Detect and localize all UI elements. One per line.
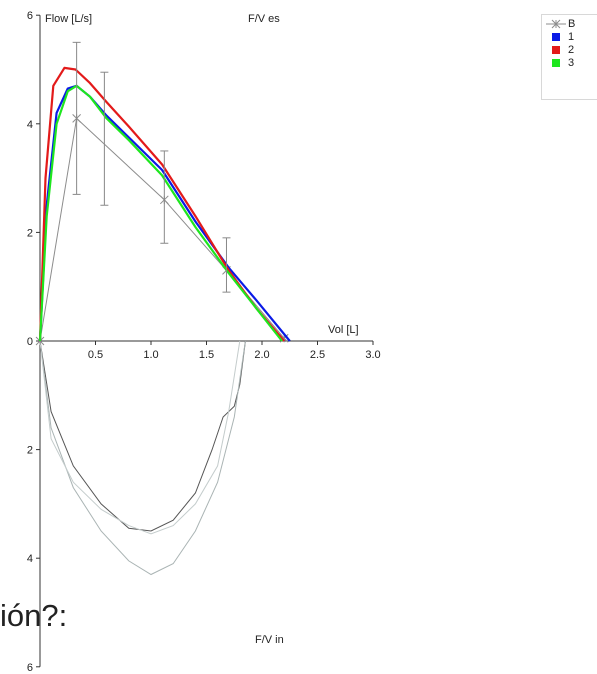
legend-swatch — [552, 59, 560, 68]
series-layer — [35, 66, 291, 576]
legend-item: 2 — [546, 44, 574, 56]
y-axis-label: Flow [L/s] — [45, 13, 92, 25]
error-bars — [72, 41, 231, 293]
series-line-3 — [38, 84, 283, 342]
x-tick-label: 1.5 — [199, 349, 214, 361]
axes: 0.5 1.0 1.5 2.0 2.5 3.0 6 4 2 0 2 4 6 — [27, 10, 381, 674]
y-tick-label: 2 — [27, 445, 33, 457]
y-tick-label: 4 — [27, 119, 33, 131]
series-line-2 — [38, 66, 286, 342]
legend-item: B — [546, 18, 575, 30]
legend-swatch-line — [546, 19, 566, 29]
chart-title-top: F/V es — [248, 13, 280, 25]
legend-item: 3 — [546, 57, 574, 69]
y-tick-label: 6 — [27, 662, 33, 674]
chart-title-bottom: F/V in — [255, 634, 284, 646]
x-tick-label: 2.5 — [310, 349, 325, 361]
legend-label: 3 — [568, 57, 575, 69]
legend-swatch — [552, 33, 560, 42]
legend-swatch — [552, 46, 560, 55]
legend-label: 2 — [568, 44, 575, 56]
x-tick-label: 2.0 — [254, 349, 269, 361]
inspiratory-curve — [39, 340, 241, 535]
x-axis-label: Vol [L] — [328, 324, 359, 336]
inspiratory-curve — [39, 340, 246, 576]
legend: B 1 2 3 — [541, 14, 597, 100]
inspiratory-curve — [39, 340, 246, 532]
x-tick-label: 1.0 — [143, 349, 158, 361]
y-tick-label: 4 — [27, 553, 33, 565]
caption-text: ión?: — [0, 598, 68, 633]
series-line-1 — [38, 84, 291, 342]
y-tick-label: 2 — [27, 227, 33, 239]
x-tick-label: 0.5 — [88, 349, 103, 361]
legend-label: B — [568, 18, 576, 30]
legend-item: 1 — [546, 31, 574, 43]
y-tick-label: 6 — [27, 10, 33, 22]
legend-label: 1 — [568, 31, 575, 43]
y-tick-label: 0 — [27, 336, 33, 348]
x-tick-label: 3.0 — [365, 349, 380, 361]
